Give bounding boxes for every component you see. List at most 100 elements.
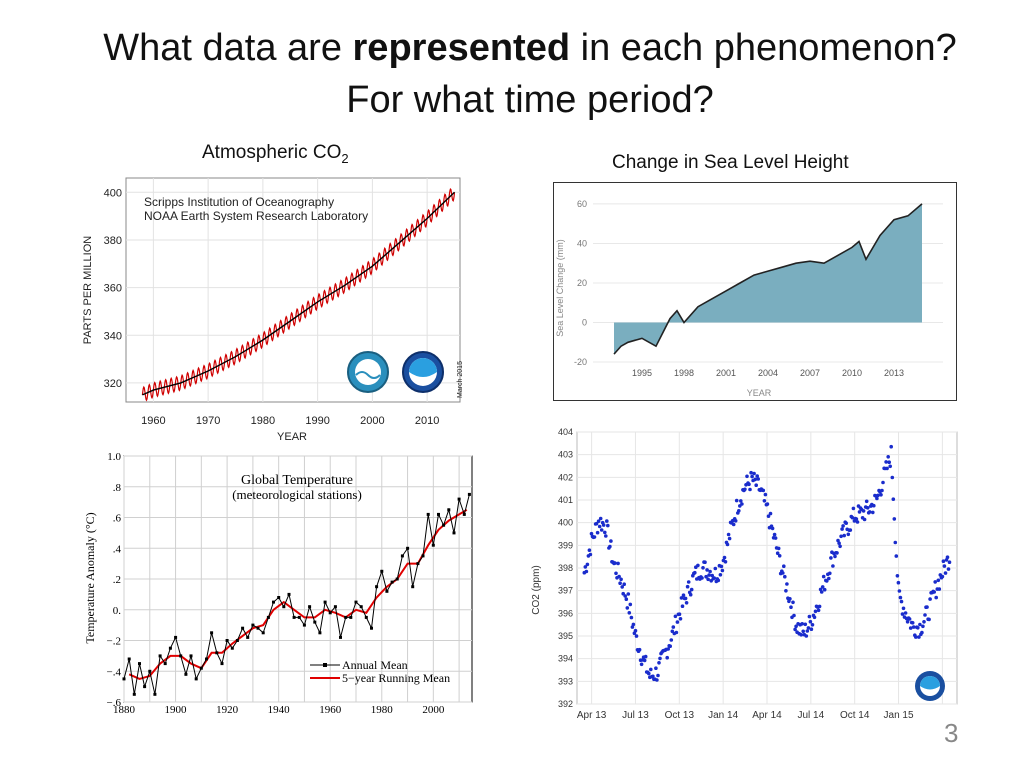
recent-co2-point [673, 614, 678, 619]
recent-co2-point [693, 570, 697, 575]
recent-co2-point [945, 555, 950, 559]
recent-co2-point [854, 517, 859, 521]
temp-annual-point [210, 631, 214, 635]
temp-x-tick-label: 1880 [113, 704, 136, 716]
scripps-logo-icon [347, 351, 389, 393]
temp-annual-point [302, 623, 306, 627]
temp-annual-point [400, 554, 404, 558]
temp-annual-point [431, 543, 435, 547]
recent-co2-point [891, 497, 896, 501]
recent-co2-point [601, 523, 606, 527]
temp-annual-point [359, 605, 363, 609]
temp-annual-point [370, 626, 373, 630]
recent-co2-point [681, 593, 686, 597]
recent-co2-point [880, 488, 884, 493]
recent-co2-point [583, 565, 588, 569]
scatter-y-tick-label: 397 [558, 586, 573, 596]
temp-annual-point [168, 646, 172, 650]
temp-running-mean-line [128, 508, 468, 680]
slide-title: What data are represented in each phenom… [0, 22, 1024, 126]
recent-co2-point [596, 519, 601, 523]
recent-co2-point [629, 615, 634, 620]
recent-co2-point [649, 667, 653, 672]
temp-annual-point [246, 635, 250, 639]
recent-co2-point [720, 568, 725, 573]
recent-co2-point [907, 617, 912, 621]
recent-co2-point [592, 535, 597, 539]
sea-level-y-axis-label: Sea Level Change (mm) [555, 239, 565, 337]
temp-annual-point [390, 580, 394, 584]
temp-y-tick-label: −.4 [107, 666, 122, 678]
temp-y-tick-label: 0. [113, 605, 122, 617]
recent-co2-point [791, 600, 795, 605]
recent-co2-point [658, 656, 662, 661]
sea-y-tick-label: 40 [577, 238, 587, 248]
temp-x-tick-label: 1980 [371, 704, 394, 716]
recent-co2-point [722, 555, 727, 560]
noaa-logo-icon [402, 351, 444, 393]
recent-co2-point [801, 629, 805, 634]
temp-annual-point [179, 654, 183, 658]
sea-y-tick-label: -20 [574, 357, 587, 367]
recent-co2-point [810, 623, 815, 627]
recent-co2-point [642, 658, 647, 663]
recent-co2-point [588, 552, 593, 557]
recent-co2-point [807, 614, 812, 619]
co2-chart: 1960 1970 1980 1990 2000 2010320340360380400 … [82, 177, 464, 443]
recent-co2-point [838, 544, 842, 549]
scatter-x-tick-label: Jul 13 [622, 710, 649, 721]
scatter-y-tick-label: 404 [558, 427, 573, 437]
sea-x-tick-label: 1998 [674, 368, 694, 378]
temp-annual-point [437, 512, 440, 516]
recent-co2-point [630, 625, 635, 629]
temp-annual-point [323, 600, 327, 604]
temp-annual-point [349, 615, 353, 619]
recent-co2-point [763, 492, 768, 497]
temp-annual-point [447, 508, 451, 512]
recent-co2-point [923, 613, 927, 617]
recent-co2-point [754, 483, 758, 487]
recent-co2-point [733, 519, 738, 523]
temp-annual-point [225, 639, 229, 642]
temp-annual-point [205, 657, 208, 661]
temp-annual-point [318, 631, 322, 635]
recent-co2-point [675, 620, 680, 624]
recent-co2-point [805, 629, 810, 633]
scatter-x-tick-label: Apr 13 [577, 710, 607, 721]
recent-co2-point [875, 496, 879, 501]
temp-annual-point [442, 523, 446, 527]
recent-co2-point [889, 444, 893, 449]
temp-annual-point [354, 600, 358, 604]
temp-annual-point [395, 577, 399, 581]
recent-co2-point [903, 611, 908, 615]
temp-y-tick-label: 1.0 [107, 451, 121, 463]
temp-annual-point [467, 492, 471, 496]
recent-co2-point [713, 566, 718, 571]
co2-x-tick-label: 1970 [196, 415, 220, 427]
temp-annual-point [313, 620, 317, 624]
recent-co2-point [898, 595, 903, 600]
recent-co2-point [708, 569, 712, 574]
recent-co2-point [934, 595, 938, 600]
recent-co2-point [881, 480, 885, 485]
recent-co2-point [603, 530, 607, 535]
recent-co2-point [803, 622, 808, 627]
temp-annual-point [292, 615, 296, 619]
sea-level-line [613, 203, 923, 355]
recent-co2-point [627, 611, 632, 615]
temp-annual-point [122, 677, 126, 681]
recent-co2-point [861, 509, 866, 513]
recent-co2-point [613, 561, 617, 565]
recent-co2-point [851, 506, 856, 511]
recent-co2-point [684, 601, 689, 605]
co2-y-tick-label: 400 [104, 187, 122, 199]
temp-annual-point [287, 592, 291, 596]
recent-co2-point [837, 541, 841, 545]
legend-running-label: 5−year Running Mean [342, 671, 450, 685]
co2-y-axis-label: PARTS PER MILLION [82, 236, 94, 344]
temp-annual-point [251, 623, 255, 627]
recent-co2-point [719, 564, 724, 569]
sea-y-tick-label: 60 [577, 199, 587, 209]
recent-co2-point [656, 673, 660, 678]
recent-co2-point [871, 510, 875, 515]
